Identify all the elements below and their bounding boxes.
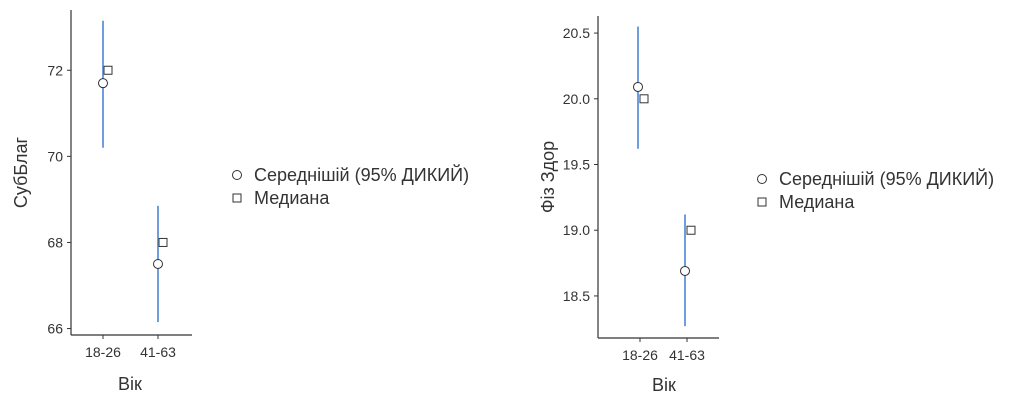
chart1-y-tick-label: 66 <box>47 321 63 337</box>
chart1-x-axis-title: Вік <box>118 374 142 394</box>
chart2-y-axis-title: Фіз Здор <box>538 141 558 213</box>
chart2-y-tick-label: 20.0 <box>563 91 590 107</box>
chart2-mean-point <box>633 81 643 92</box>
chart1-legend-median-symbol <box>232 193 242 203</box>
chart2-legend-mean-label: Середнішій (95% ДИКИЙ) <box>779 168 994 189</box>
chart2-x-tick-label: 41-63 <box>669 347 705 363</box>
chart1-x-tick-label: 41-63 <box>140 344 176 360</box>
chart2-legend-median-symbol <box>757 197 767 207</box>
chart1-legend-median-label: Медиана <box>254 188 330 208</box>
chart1-legend-mean-symbol <box>232 170 242 180</box>
chart2-legend-median-label: Медиана <box>779 192 855 212</box>
chart1-y-tick-label: 70 <box>47 148 63 164</box>
chart1-legend-mean-label: Середнішій (95% ДИКИЙ) <box>254 164 469 185</box>
chart1-x-tick-label: 18-26 <box>85 344 121 360</box>
chart2-y-tick-label: 18.5 <box>563 288 590 304</box>
chart2-median-point <box>639 94 649 104</box>
chart1-y-tick-label: 68 <box>47 234 63 250</box>
chart2-legend-mean-symbol <box>757 174 767 184</box>
chart1-y-axis-title: СубБлаг <box>11 136 31 208</box>
chart2-mean-point <box>680 265 690 276</box>
chart1-median-point <box>103 65 113 75</box>
chart1-median-point <box>158 237 168 247</box>
chart2-y-tick-label: 19.5 <box>563 157 590 173</box>
chart1-mean-point <box>153 258 163 269</box>
chart1-mean-point <box>98 78 108 89</box>
chart2-y-tick-label: 20.5 <box>563 25 590 41</box>
chart1-y-tick-label: 72 <box>47 62 63 78</box>
chart2-x-tick-label: 18-26 <box>622 347 658 363</box>
chart2-x-axis-title: Вік <box>652 375 676 394</box>
chart2-y-tick-label: 19.0 <box>563 222 590 238</box>
chart2-median-point <box>686 225 696 235</box>
